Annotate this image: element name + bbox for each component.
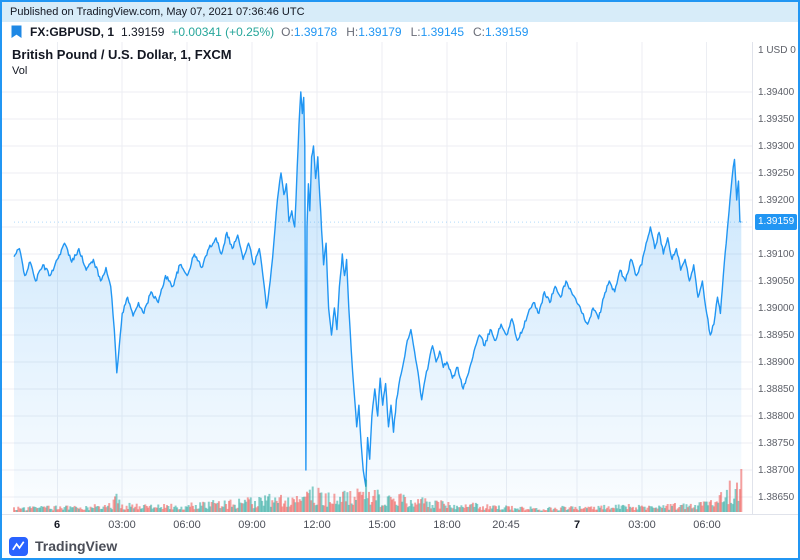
price-scale-label: 1.38950 (758, 330, 795, 341)
time-axis-label: 6 (53, 519, 61, 531)
time-axis-label: 06:00 (173, 519, 201, 531)
source-flag-icon (10, 25, 23, 39)
header-change: +0.00341 (+0.25%) (171, 25, 275, 39)
area-series (13, 91, 742, 512)
tradingview-wordmark[interactable]: TradingView (35, 538, 118, 554)
volume-study-label[interactable]: Vol (12, 65, 28, 77)
price-scale-label: 1.38750 (758, 438, 795, 449)
time-axis-label: 20:45 (492, 519, 520, 531)
symbol-header: FX:GBPUSD, 1 1.39159 +0.00341 (+0.25%) O… (2, 22, 798, 42)
time-axis-label: 15:00 (368, 519, 396, 531)
price-chart[interactable] (2, 42, 798, 514)
price-scale-label: 1.39250 (758, 168, 795, 179)
time-axis[interactable]: 6 03:00 06:00 09:00 12:00 15:00 18:00 20:45 7 03:… (2, 514, 798, 534)
price-scale-label: 1.39300 (758, 141, 795, 152)
tradingview-logo-icon[interactable] (9, 536, 28, 556)
price-scale-label: 1.38800 (758, 411, 795, 422)
time-axis-label: 7 (573, 519, 581, 531)
price-scale-label: 1.39000 (758, 303, 795, 314)
time-axis-label: 12:00 (303, 519, 331, 531)
price-scale[interactable]: 1 USD 0 1.39400 1.39350 1.39300 1.39250 1.39… (752, 42, 798, 514)
footer-bar: TradingView (2, 534, 798, 558)
scale-unit-label: 1 USD 0 (758, 45, 796, 56)
price-scale-label: 1.38900 (758, 357, 795, 368)
price-scale-label: 1.39350 (758, 114, 795, 125)
open-value: O:1.39178 (281, 25, 338, 39)
header-last-price: 1.39159 (121, 25, 165, 39)
volume-bars (13, 469, 743, 512)
symbol-name[interactable]: FX:GBPUSD, 1 (30, 25, 115, 39)
high-value: H:1.39179 (346, 25, 402, 39)
price-scale-label: 1.38650 (758, 492, 795, 503)
time-axis-label: 09:00 (238, 519, 266, 531)
time-axis-label: 03:00 (108, 519, 136, 531)
close-value: C:1.39159 (473, 25, 529, 39)
price-scale-label: 1.39400 (758, 87, 795, 98)
published-bar: Published on TradingView.com, May 07, 20… (2, 2, 798, 22)
published-text: Published on TradingView.com, May 07, 20… (10, 6, 305, 18)
ohlc-values: O:1.39178 H:1.39179 L:1.39145 C:1.39159 (281, 25, 528, 39)
time-axis-label: 03:00 (628, 519, 656, 531)
price-scale-label: 1.39200 (758, 195, 795, 206)
last-price-badge: 1.39159 (755, 214, 798, 230)
chart-legend-title[interactable]: British Pound / U.S. Dollar, 1, FXCM (12, 47, 232, 62)
time-axis-label: 06:00 (693, 519, 721, 531)
low-value: L:1.39145 (410, 25, 465, 39)
price-scale-label: 1.39050 (758, 276, 795, 287)
price-scale-label: 1.38700 (758, 465, 795, 476)
price-scale-label: 1.39100 (758, 249, 795, 260)
time-axis-label: 18:00 (433, 519, 461, 531)
price-scale-label: 1.38850 (758, 384, 795, 395)
